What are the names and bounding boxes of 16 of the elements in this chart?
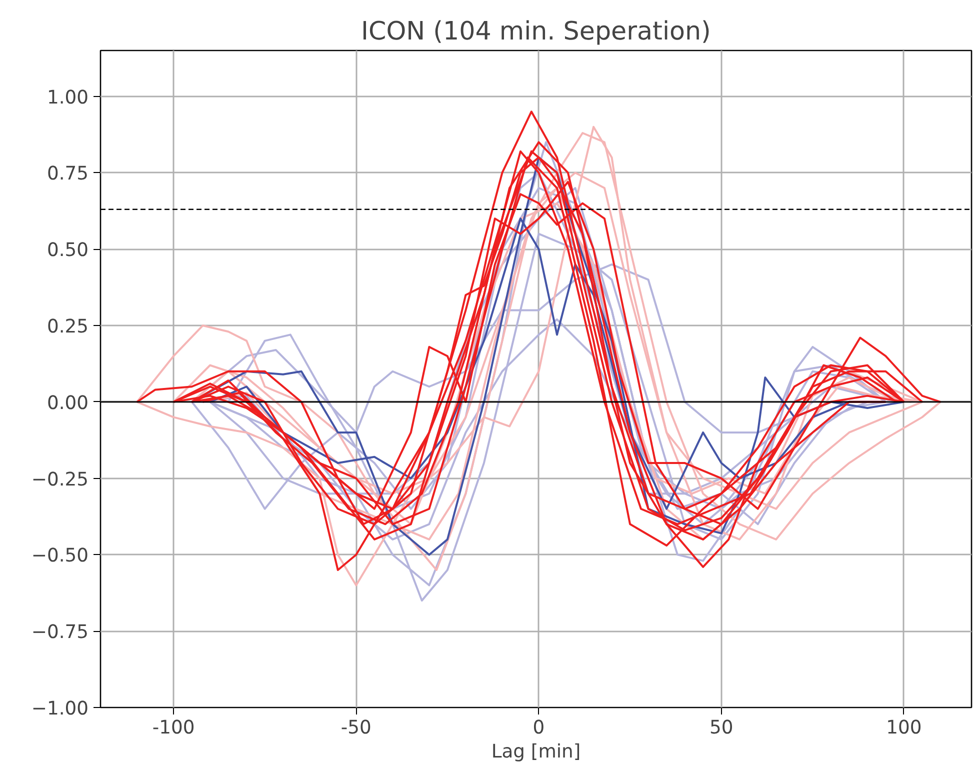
y-tick-label: −0.25: [31, 469, 88, 490]
y-tick-label: −1.00: [31, 698, 88, 720]
x-tick-label: 50: [709, 718, 734, 738]
y-tick-label: −0.50: [31, 546, 88, 567]
x-tick-label: 100: [886, 718, 922, 738]
x-tick-label: -50: [340, 718, 372, 738]
y-tick-label: −0.75: [31, 622, 88, 644]
x-axis-title: Lag [min]: [491, 742, 581, 762]
y-tick-label: 0.00: [46, 392, 89, 414]
y-tick-label: 0.50: [46, 240, 89, 262]
x-tick-label: -100: [152, 718, 195, 738]
y-tick-label: 0.25: [46, 316, 89, 338]
y-tick-label: 0.75: [46, 164, 89, 185]
x-tick-label: 0: [532, 718, 545, 738]
chart-title: ICON (104 min. Seperation): [361, 16, 711, 46]
y-tick-label: 1.00: [46, 87, 89, 108]
